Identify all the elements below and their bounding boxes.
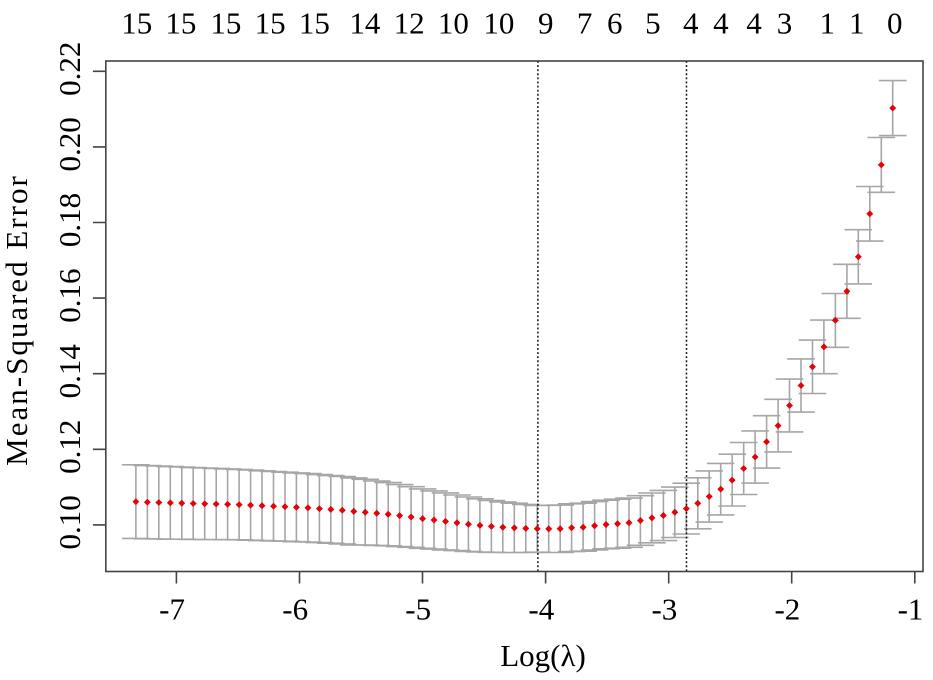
svg-text:-7: -7: [159, 592, 185, 627]
svg-text:0.22: 0.22: [52, 42, 87, 96]
svg-text:9: 9: [538, 6, 554, 41]
svg-text:5: 5: [645, 6, 661, 41]
svg-text:15: 15: [299, 6, 330, 41]
svg-text:15: 15: [210, 6, 241, 41]
svg-text:7: 7: [577, 6, 593, 41]
svg-text:-1: -1: [898, 592, 924, 627]
svg-text:15: 15: [165, 6, 196, 41]
svg-text:4: 4: [713, 6, 729, 41]
svg-text:0.10: 0.10: [52, 495, 87, 549]
svg-text:-6: -6: [282, 592, 308, 627]
svg-text:15: 15: [255, 6, 286, 41]
svg-text:3: 3: [777, 6, 793, 41]
svg-text:0.18: 0.18: [52, 193, 87, 247]
svg-text:1: 1: [819, 6, 835, 41]
svg-text:12: 12: [394, 6, 425, 41]
svg-text:0.14: 0.14: [52, 344, 87, 399]
svg-text:-3: -3: [651, 592, 677, 627]
svg-text:10: 10: [483, 6, 514, 41]
svg-text:Mean-Squared Error: Mean-Squared Error: [0, 174, 34, 466]
svg-text:0.20: 0.20: [52, 117, 87, 171]
svg-text:10: 10: [438, 6, 469, 41]
svg-text:-2: -2: [774, 592, 800, 627]
svg-text:14: 14: [349, 6, 381, 41]
svg-text:15: 15: [121, 6, 152, 41]
svg-text:4: 4: [746, 6, 762, 41]
svg-text:4: 4: [683, 6, 699, 41]
svg-text:-4: -4: [528, 592, 554, 627]
svg-text:0.16: 0.16: [52, 268, 87, 322]
svg-text:0: 0: [887, 6, 903, 41]
svg-text:6: 6: [607, 6, 623, 41]
svg-text:-5: -5: [405, 592, 431, 627]
svg-text:Log(λ): Log(λ): [500, 638, 586, 673]
svg-text:1: 1: [849, 6, 865, 41]
svg-text:0.12: 0.12: [52, 420, 87, 474]
